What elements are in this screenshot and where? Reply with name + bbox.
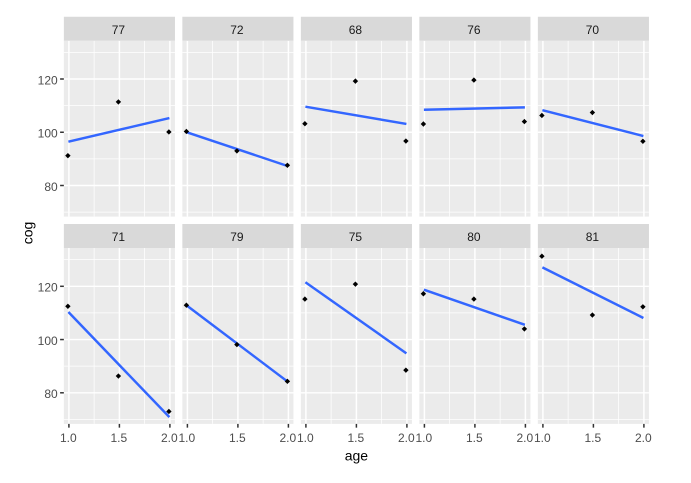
- svg-text:70: 70: [586, 23, 600, 37]
- svg-text:1.5: 1.5: [110, 431, 127, 445]
- svg-text:1.0: 1.0: [534, 431, 551, 445]
- svg-text:age: age: [345, 447, 369, 463]
- svg-text:cog: cog: [20, 222, 36, 245]
- svg-text:80: 80: [44, 180, 58, 194]
- svg-text:80: 80: [467, 230, 481, 244]
- svg-text:76: 76: [467, 23, 481, 37]
- svg-text:120: 120: [38, 281, 58, 295]
- svg-text:2.0: 2.0: [161, 431, 178, 445]
- svg-text:1.5: 1.5: [584, 431, 601, 445]
- svg-text:77: 77: [112, 23, 126, 37]
- svg-text:80: 80: [44, 387, 58, 401]
- svg-text:75: 75: [349, 230, 363, 244]
- svg-text:1.5: 1.5: [466, 431, 483, 445]
- svg-text:72: 72: [230, 23, 244, 37]
- svg-text:1.5: 1.5: [229, 431, 246, 445]
- svg-text:1.0: 1.0: [297, 431, 314, 445]
- svg-text:1.0: 1.0: [178, 431, 195, 445]
- svg-text:71: 71: [112, 230, 126, 244]
- svg-text:68: 68: [349, 23, 363, 37]
- svg-text:2.0: 2.0: [398, 431, 415, 445]
- svg-text:100: 100: [38, 127, 58, 141]
- svg-text:100: 100: [38, 334, 58, 348]
- svg-text:1.5: 1.5: [347, 431, 364, 445]
- svg-text:2.0: 2.0: [279, 431, 296, 445]
- svg-text:2.0: 2.0: [516, 431, 533, 445]
- svg-text:2.0: 2.0: [635, 431, 652, 445]
- svg-text:1.0: 1.0: [60, 431, 77, 445]
- svg-text:81: 81: [586, 230, 600, 244]
- svg-text:120: 120: [38, 73, 58, 87]
- svg-text:79: 79: [230, 230, 244, 244]
- svg-text:1.0: 1.0: [415, 431, 432, 445]
